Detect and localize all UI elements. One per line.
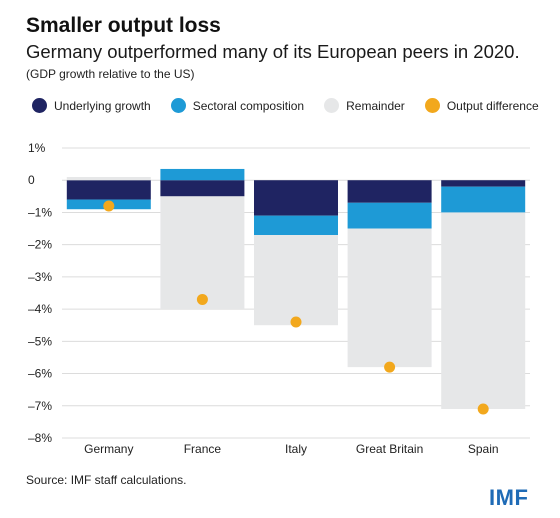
legend-swatch bbox=[32, 98, 47, 113]
legend-label: Sectoral composition bbox=[192, 98, 305, 113]
y-tick-label: –4% bbox=[28, 302, 52, 316]
x-tick-label: Germany bbox=[84, 442, 133, 456]
bar-segment bbox=[441, 180, 526, 187]
x-tick-label: Great Britain bbox=[356, 442, 423, 456]
y-tick-label: 1% bbox=[28, 141, 46, 155]
chart-subtitle: Germany outperformed many of its Europea… bbox=[26, 41, 520, 62]
bar-segment bbox=[160, 180, 245, 197]
legend-swatch bbox=[170, 98, 186, 113]
bar-segment bbox=[441, 186, 526, 213]
y-tick-label: –1% bbox=[28, 205, 52, 219]
y-tick-label: 0 bbox=[28, 173, 35, 187]
y-tick-label: –8% bbox=[28, 431, 52, 445]
output-difference-marker bbox=[477, 403, 489, 415]
legend: Underlying growth Sectoral composition R… bbox=[32, 98, 559, 113]
bar-segment bbox=[66, 177, 151, 181]
bar-segment bbox=[160, 168, 245, 181]
output-difference-marker bbox=[103, 200, 115, 212]
source-note: Source: IMF staff calculations. bbox=[26, 473, 187, 487]
y-tick-label: –6% bbox=[28, 367, 52, 381]
bar-segment bbox=[254, 215, 338, 235]
y-tick-label: –7% bbox=[28, 399, 52, 413]
legend-item-output-difference: Output difference bbox=[424, 98, 539, 113]
legend-label: Underlying growth bbox=[54, 98, 151, 113]
y-tick-label: –5% bbox=[28, 334, 52, 348]
y-tick-label: –3% bbox=[28, 270, 52, 284]
output-difference-marker bbox=[196, 293, 208, 305]
imf-logo: IMF bbox=[489, 485, 529, 510]
x-tick-label: France bbox=[184, 442, 222, 456]
bar-segment bbox=[347, 228, 432, 368]
legend-item-remainder: Remainder bbox=[324, 98, 405, 113]
bar-segment bbox=[347, 180, 432, 203]
bar-segment bbox=[254, 235, 338, 326]
bar-segment bbox=[441, 212, 526, 409]
chart-note: (GDP growth relative to the US) bbox=[26, 67, 195, 81]
bar-segment bbox=[160, 196, 245, 310]
legend-item-sectoral-composition: Sectoral composition bbox=[170, 98, 305, 113]
x-tick-label: Spain bbox=[468, 442, 499, 456]
stacked-bar-chart: 1% 0 –1% –2% –3% –4% –5% –6% –7% –8% Germany France… bbox=[28, 141, 530, 456]
bar-segment bbox=[254, 180, 338, 216]
legend-item-underlying-growth: Underlying growth bbox=[32, 98, 151, 113]
bar-segment bbox=[347, 202, 432, 229]
legend-label: Remainder bbox=[346, 98, 405, 113]
legend-label: Output difference bbox=[446, 98, 539, 113]
chart-title: Smaller output loss bbox=[26, 14, 221, 37]
legend-swatch bbox=[324, 98, 340, 113]
bar-segment bbox=[66, 180, 151, 200]
legend-swatch bbox=[424, 98, 440, 113]
output-difference-marker bbox=[290, 316, 302, 328]
x-tick-label: Italy bbox=[285, 442, 307, 456]
output-difference-marker bbox=[384, 361, 396, 373]
y-tick-label: –2% bbox=[28, 238, 52, 252]
